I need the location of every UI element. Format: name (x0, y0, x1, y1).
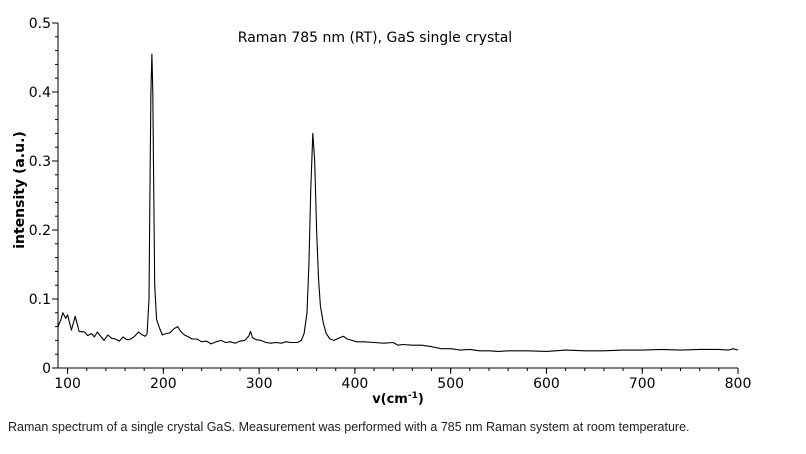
y-tick-label: 0.3 (29, 154, 51, 170)
y-tick-label: 0.5 (29, 16, 51, 32)
x-tick-label: 100 (54, 376, 81, 392)
raman-chart: Raman 785 nm (RT), GaS single crystal in… (12, 16, 752, 407)
x-axis-label-sup: -1 (408, 391, 418, 401)
y-tick-label: 0 (42, 361, 51, 377)
x-axis-label-main: v(cm (372, 392, 408, 407)
x-tick-label: 600 (533, 376, 560, 392)
y-tick-label: 0.1 (29, 292, 51, 308)
figure-caption: Raman spectrum of a single crystal GaS. … (8, 420, 690, 434)
x-axis-label-end: ) (418, 392, 424, 407)
x-tick-label: 300 (246, 376, 273, 392)
x-tick-label: 700 (629, 376, 656, 392)
x-tick-label: 400 (342, 376, 369, 392)
x-axis-label: v(cm-1) (372, 391, 424, 407)
x-tick-label: 200 (150, 376, 177, 392)
x-tick-label: 800 (725, 376, 752, 392)
spectrum-line (57, 53, 739, 352)
y-tick-label: 0.4 (29, 85, 51, 101)
y-axis-label: intensity (a.u.) (12, 131, 28, 249)
chart-title: Raman 785 nm (RT), GaS single crystal (238, 30, 512, 46)
x-tick-label: 500 (437, 376, 464, 392)
y-tick-label: 0.2 (29, 223, 51, 239)
